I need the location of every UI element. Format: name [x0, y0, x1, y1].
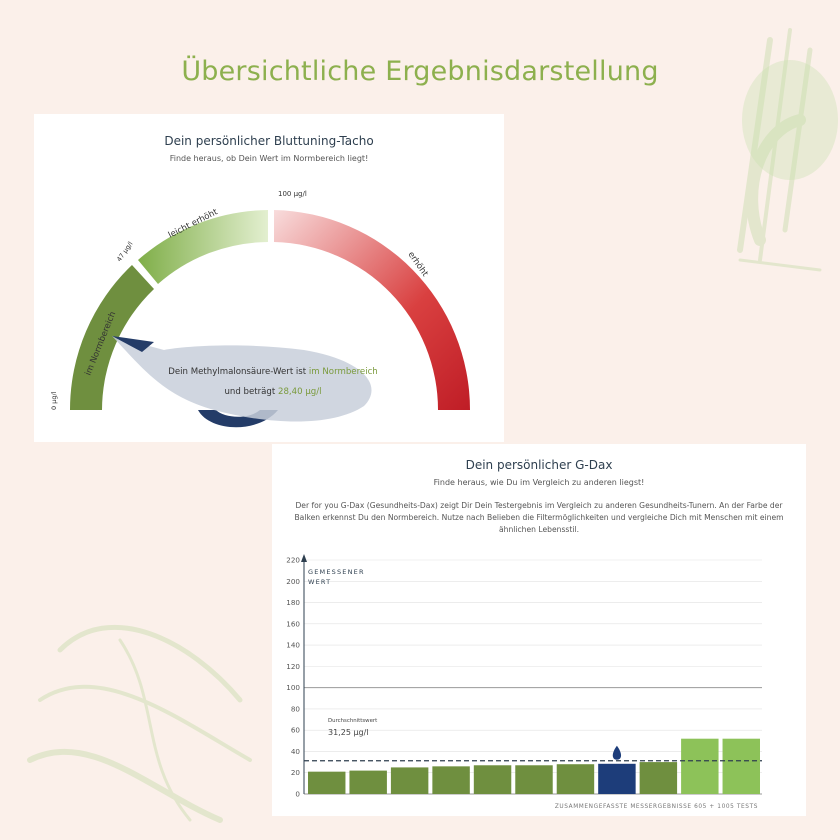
bar — [390, 767, 429, 794]
gauge-tick-label: 0 µg/l — [50, 391, 58, 410]
page-title: Übersichtliche Ergebnisdarstellung — [181, 56, 659, 87]
y-tick-label: 100 — [286, 683, 300, 692]
bar — [515, 765, 553, 794]
y-tick-label: 20 — [291, 768, 301, 777]
bar — [432, 766, 470, 794]
y-tick-label: 0 — [295, 790, 300, 799]
bubble-value: 28,40 µg/l — [278, 387, 322, 397]
gauge-pointer-tip — [112, 336, 154, 352]
gauge-pointer-bubble — [112, 336, 372, 422]
y-tick-label: 60 — [291, 726, 301, 735]
gauge-segment-slightly-elevated — [138, 210, 268, 284]
y-tick-label: 140 — [286, 641, 300, 650]
y-tick-label: 160 — [286, 619, 300, 628]
y-tick-label: 180 — [286, 598, 300, 607]
gauge-tick-label: 100 µg/l — [278, 190, 307, 198]
gdax-description: Der for you G-Dax (Gesundheits-Dax) zeig… — [294, 501, 784, 534]
average-label: Durchschnittswert — [328, 718, 377, 724]
gdax-chart: 0 20 40 60 80 100 120 140 160 180 200 220 GEMESSENE… — [286, 554, 762, 810]
gdax-subtitle: Finde heraus, wie Du im Vergleich zu and… — [433, 478, 645, 487]
gauge-segment-normal — [69, 265, 154, 410]
y-tick-label: 80 — [291, 704, 301, 713]
x-axis-label: ZUSAMMENGEFASSTE MESSERGEBNISSE 605 + 10… — [555, 804, 758, 810]
gauge-tick-label: 47 µg/l — [115, 240, 135, 263]
bubble-line2-prefix: und beträgt — [224, 387, 278, 397]
y-tick-label: 200 — [286, 577, 300, 586]
y-tick-label: 120 — [286, 662, 300, 671]
gauge-segment-elevated — [274, 210, 470, 410]
bubble-status: im Normbereich — [308, 367, 378, 377]
gdax-title: Dein persönlicher G-Dax — [465, 458, 613, 472]
y-tick-label: 40 — [291, 747, 301, 756]
bar — [349, 770, 387, 794]
gauge-bubble-text: Dein Methylmalonsäure-Wert ist im Normbe… — [158, 362, 388, 402]
y-axis-label: WERT — [308, 578, 331, 586]
own-result-drop-icon — [612, 745, 622, 760]
bar — [308, 771, 346, 794]
bubble-line1-prefix: Dein Methylmalonsäure-Wert ist — [168, 367, 309, 377]
gdax-card: Dein persönlicher G-Dax Finde heraus, wi… — [272, 444, 806, 816]
gauge-subtitle: Finde heraus, ob Dein Wert im Normbereic… — [169, 154, 369, 163]
y-tick-label: 220 — [286, 556, 300, 565]
y-axis-label: GEMESSENER — [308, 568, 365, 576]
y-axis-arrow — [301, 554, 307, 562]
gauge-svg: im Normbereich leicht erhöht erhöht 0 µg… — [50, 190, 470, 428]
bar — [473, 765, 512, 794]
bar — [681, 738, 719, 794]
gauge-card: Dein persönlicher Bluttuning-Tacho Finde… — [34, 114, 504, 442]
bar — [639, 762, 678, 794]
bar — [556, 764, 595, 794]
gauge-title: Dein persönlicher Bluttuning-Tacho — [164, 134, 374, 148]
bar — [722, 738, 760, 794]
average-value: 31,25 µg/l — [328, 728, 369, 737]
bar-own-result — [598, 763, 636, 794]
